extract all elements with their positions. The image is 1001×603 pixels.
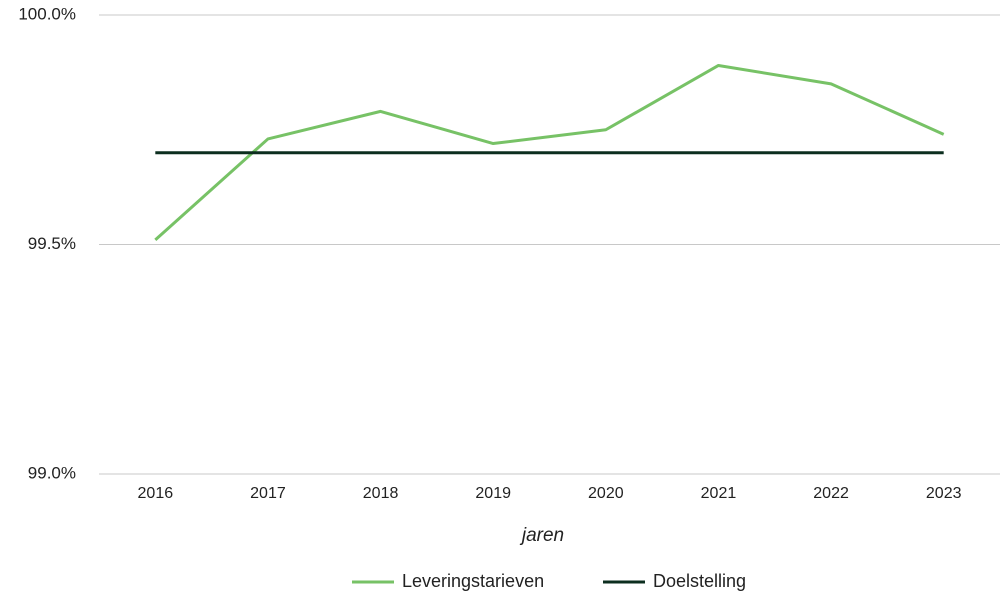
x-tick-label: 2021 <box>701 485 737 502</box>
x-axis-label: jaren <box>519 525 564 546</box>
y-tick-label: 100.0% <box>18 4 76 23</box>
legend-label: Leveringstarieven <box>402 571 544 591</box>
x-tick-label: 2019 <box>475 485 511 502</box>
y-tick-label: 99.0% <box>28 463 76 482</box>
x-tick-label: 2017 <box>250 485 286 502</box>
series-line <box>154 63 945 242</box>
legend-label: Doelstelling <box>653 571 746 591</box>
x-tick-label: 2020 <box>588 485 624 502</box>
x-tick-label: 2022 <box>813 485 849 502</box>
x-tick-label: 2018 <box>363 485 399 502</box>
x-tick-label: 2016 <box>138 485 174 502</box>
y-tick-label: 99.5% <box>28 234 76 253</box>
x-tick-label: 2023 <box>926 485 962 502</box>
